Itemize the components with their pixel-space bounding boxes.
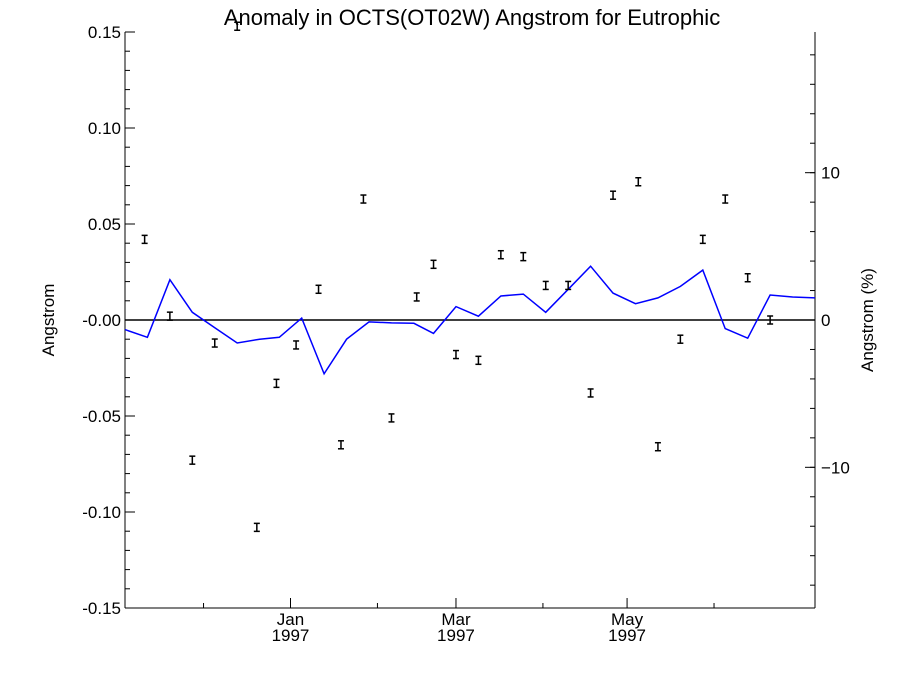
errorbar-point bbox=[211, 338, 218, 348]
y2-tick-label: 10 bbox=[821, 164, 840, 183]
errorbar-point bbox=[635, 177, 642, 187]
errorbar-point bbox=[293, 340, 300, 350]
errorbar-point bbox=[141, 234, 148, 245]
errorbar-point bbox=[189, 455, 196, 465]
errorbar-point bbox=[360, 194, 367, 204]
y-tick-label: -0.10 bbox=[82, 503, 121, 522]
errorbar-point bbox=[337, 440, 344, 450]
y-tick-label: -0.15 bbox=[82, 599, 121, 618]
errorbar-point bbox=[388, 413, 395, 423]
anomaly-line bbox=[124, 265, 816, 376]
y2-tick-label: −10 bbox=[821, 458, 850, 477]
errorbar-point bbox=[253, 522, 260, 533]
errorbar-point bbox=[234, 21, 241, 31]
errorbar-point bbox=[565, 280, 572, 291]
y-axis-right: 10 0 −10 bbox=[805, 54, 850, 586]
errorbar-point bbox=[475, 355, 482, 366]
errorbar-series bbox=[141, 21, 774, 533]
x-tick-month: Jan bbox=[277, 610, 304, 629]
errorbar-point bbox=[166, 311, 173, 321]
errorbar-point bbox=[699, 234, 706, 245]
y-tick-label: -0.05 bbox=[82, 407, 121, 426]
y-tick-label: -0.00 bbox=[82, 311, 121, 330]
errorbar-point bbox=[767, 315, 774, 325]
y-tick-label: 0.10 bbox=[88, 119, 121, 138]
y-axis-left: 0.15 0.10 0.05 -0.00 -0.05 -0.10 -0.15 bbox=[82, 23, 135, 618]
x-tick-year: 1997 bbox=[608, 626, 646, 645]
errorbar-point bbox=[677, 334, 684, 344]
errorbar-point bbox=[315, 284, 322, 295]
anomaly-line-series bbox=[124, 265, 816, 376]
y2-tick-label: 0 bbox=[821, 311, 830, 330]
chart-title: Anomaly in OCTS(OT02W) Angstrom for Eutr… bbox=[224, 5, 720, 30]
errorbar-point bbox=[542, 280, 549, 291]
y-tick-label: 0.15 bbox=[88, 23, 121, 42]
errorbar-point bbox=[520, 251, 527, 262]
x-tick-month: May bbox=[611, 610, 644, 629]
y2-axis-label: Angstrom (%) bbox=[858, 268, 877, 372]
errorbar-point bbox=[722, 194, 729, 204]
errorbar-point bbox=[610, 190, 617, 200]
errorbar-point bbox=[273, 378, 280, 389]
errorbar-point bbox=[430, 259, 437, 270]
x-tick-month: Mar bbox=[441, 610, 471, 629]
y-axis-label: Angstrom bbox=[39, 284, 58, 357]
y-tick-label: 0.05 bbox=[88, 215, 121, 234]
errorbar-point bbox=[452, 349, 459, 360]
errorbar-point bbox=[744, 273, 751, 283]
x-tick-year: 1997 bbox=[272, 626, 310, 645]
errorbar-point bbox=[413, 292, 420, 302]
errorbar-point bbox=[497, 249, 504, 260]
errorbar-point bbox=[654, 441, 661, 452]
errorbar-point bbox=[587, 388, 594, 398]
x-tick-year: 1997 bbox=[437, 626, 475, 645]
